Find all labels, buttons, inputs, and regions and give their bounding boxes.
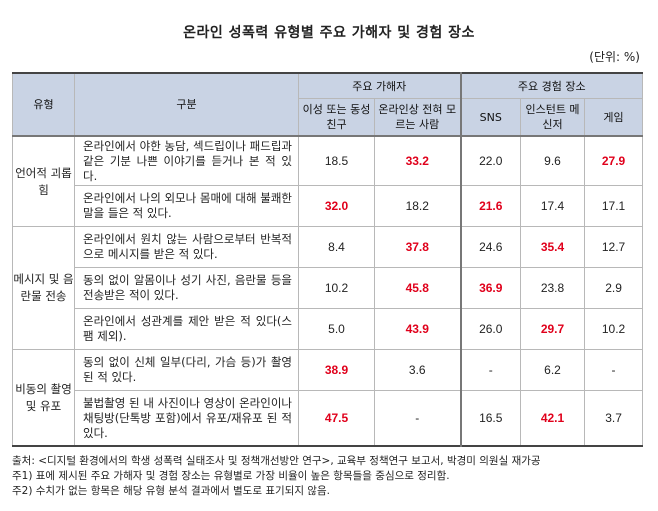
value-cell: 32.0 xyxy=(298,185,375,227)
value-cell: 2.9 xyxy=(584,267,644,309)
desc-cell: 불법촬영 된 내 사진이나 영상이 온라인이나 채팅방(단톡방 포함)에서 유포… xyxy=(74,390,299,447)
header-col-friend: 이성 또는 동성 친구 xyxy=(298,98,375,137)
table-title: 온라인 성폭력 유형별 주요 가해자 및 경험 장소 xyxy=(183,25,475,41)
desc-cell: 온라인에서 나의 외모나 몸매에 대해 불쾌한 말을 들은 적 있다. xyxy=(74,185,299,227)
desc-cell: 온라인에서 야한 농담, 섹드립이나 패드립과 같은 기분 나쁜 이야기를 듣거… xyxy=(74,135,299,186)
value-cell: 35.4 xyxy=(520,226,586,268)
value-cell: 45.8 xyxy=(373,267,462,309)
note-2: 주2) 수치가 없는 항목은 해당 유형 분석 결과에서 별도로 표기되지 않음… xyxy=(12,485,330,497)
table-row: 불법촬영 된 내 사진이나 영상이 온라인이나 채팅방(단톡방 포함)에서 유포… xyxy=(13,390,644,447)
table-row: 온라인에서 나의 외모나 몸매에 대해 불쾌한 말을 들은 적 있다. 32.0… xyxy=(13,185,644,227)
value-cell: 3.6 xyxy=(373,349,462,391)
type-cell: 언어적 괴롭힘 xyxy=(12,135,75,227)
value-cell: 47.5 xyxy=(298,390,375,447)
table-row: 언어적 괴롭힘 온라인에서 야한 농담, 섹드립이나 패드립과 같은 기분 나쁜… xyxy=(12,135,644,227)
header-perpetrator-group: 주요 가해자 xyxy=(297,72,462,99)
value-cell: 42.1 xyxy=(520,390,586,447)
desc-cell: 동의 없이 알몸이나 성기 사진, 음란물 등을 전송받은 적이 있다. xyxy=(74,267,299,309)
value-cell: 29.7 xyxy=(520,308,586,350)
value-cell: 27.9 xyxy=(584,135,644,186)
header-place-group: 주요 경험 장소 xyxy=(459,72,644,99)
data-table: 유형 구분 주요 가해자 주요 경험 장소 이성 또는 동성 친구 온라인상 전… xyxy=(12,72,644,447)
value-cell: - xyxy=(584,349,644,391)
value-cell: 17.1 xyxy=(584,185,644,227)
value-cell: - xyxy=(373,390,462,447)
value-cell: 16.5 xyxy=(459,390,522,447)
value-cell: 38.9 xyxy=(298,349,375,391)
desc-cell: 온라인에서 성관계를 제안 받은 적 있다(스팸 제외). xyxy=(74,308,299,350)
header-col-game: 게임 xyxy=(584,98,644,137)
note-1: 주1) 표에 제시된 주요 가해자 및 경험 장소는 유형별로 가장 비율이 높… xyxy=(12,470,450,482)
header-category: 구분 xyxy=(74,72,299,137)
value-cell: 26.0 xyxy=(459,308,522,350)
value-cell: 24.6 xyxy=(459,226,522,268)
type-cell: 메시지 및 음란물 전송 xyxy=(12,226,75,350)
desc-cell: 동의 없이 신체 일부(다리, 가슴 등)가 촬영된 적 있다. xyxy=(74,349,299,391)
value-cell: 37.8 xyxy=(373,226,462,268)
value-cell: 36.9 xyxy=(459,267,522,309)
type-cell: 비동의 촬영 및 유포 xyxy=(12,349,75,447)
value-cell: 12.7 xyxy=(584,226,644,268)
value-cell: 18.5 xyxy=(298,135,375,186)
header-col-sns: SNS xyxy=(459,98,522,137)
value-cell: 10.2 xyxy=(584,308,644,350)
value-cell: 5.0 xyxy=(298,308,375,350)
value-cell: 3.7 xyxy=(584,390,644,447)
value-cell: 17.4 xyxy=(520,185,586,227)
header-col-stranger: 온라인상 전혀 모르는 사람 xyxy=(373,98,462,137)
header-type: 유형 xyxy=(12,72,75,137)
value-cell: 8.4 xyxy=(298,226,375,268)
desc-cell: 온라인에서 원치 않는 사람으로부터 반복적으로 메시지를 받은 적 있다. xyxy=(74,226,299,268)
source-note: 출처: <디지털 환경에서의 학생 성폭력 실태조사 및 정책개선방안 연구>,… xyxy=(12,455,541,467)
value-cell: - xyxy=(459,349,522,391)
value-cell: 22.0 xyxy=(459,135,522,186)
value-cell: 10.2 xyxy=(298,267,375,309)
header-col-messenger: 인스턴트 메신저 xyxy=(520,98,586,137)
value-cell: 23.8 xyxy=(520,267,586,309)
table-row: 비동의 촬영 및 유포 동의 없이 신체 일부(다리, 가슴 등)가 촬영된 적… xyxy=(12,349,644,447)
value-cell: 6.2 xyxy=(520,349,586,391)
value-cell: 18.2 xyxy=(373,185,462,227)
unit-label: (단위: %) xyxy=(589,50,640,64)
footnotes: 출처: <디지털 환경에서의 학생 성폭력 실태조사 및 정책개선방안 연구>,… xyxy=(12,454,541,499)
table-row: 메시지 및 음란물 전송 온라인에서 원치 않는 사람으로부터 반복적으로 메시… xyxy=(12,226,644,350)
value-cell: 9.6 xyxy=(520,135,586,186)
value-cell: 21.6 xyxy=(459,185,522,227)
table-row: 동의 없이 알몸이나 성기 사진, 음란물 등을 전송받은 적이 있다. 10.… xyxy=(13,267,644,309)
value-cell: 43.9 xyxy=(373,308,462,350)
table-row: 온라인에서 성관계를 제안 받은 적 있다(스팸 제외). 5.0 43.9 2… xyxy=(13,308,644,350)
value-cell: 33.2 xyxy=(373,135,462,186)
